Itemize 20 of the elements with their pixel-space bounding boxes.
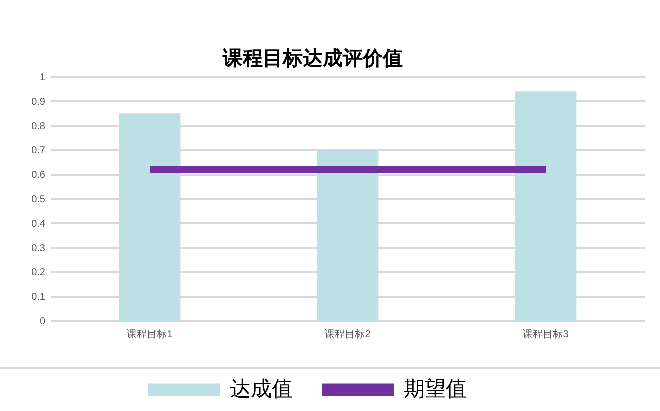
y-tick-label: 0.3 [32, 243, 46, 254]
y-tick-label: 0 [40, 316, 46, 328]
y-tick-label: 0.1 [32, 292, 46, 304]
x-tick-label: 课程目标3 [523, 328, 570, 340]
y-tick-label: 0.4 [32, 218, 46, 230]
x-tick-label: 课程目标2 [325, 328, 372, 340]
chart-title: 课程目标达成评价值 [222, 48, 403, 70]
y-tick-label: 0.6 [32, 170, 46, 182]
bar [119, 114, 181, 321]
x-tick-label: 课程目标1 [127, 328, 174, 340]
legend-label: 达成值 [230, 377, 293, 401]
y-tick-label: 0.5 [32, 194, 46, 206]
legend-label: 期望值 [404, 377, 467, 401]
y-tick-label: 0.7 [32, 146, 46, 157]
bar [317, 150, 379, 321]
y-tick-label: 0.9 [32, 96, 46, 108]
bar [515, 92, 577, 321]
y-tick-label: 1 [40, 72, 46, 84]
y-tick-label: 0.2 [32, 268, 46, 279]
y-tick-label: 0.8 [32, 121, 46, 132]
